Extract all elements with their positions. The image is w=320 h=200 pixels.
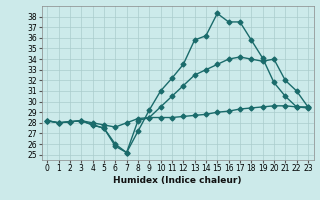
X-axis label: Humidex (Indice chaleur): Humidex (Indice chaleur) xyxy=(113,176,242,185)
